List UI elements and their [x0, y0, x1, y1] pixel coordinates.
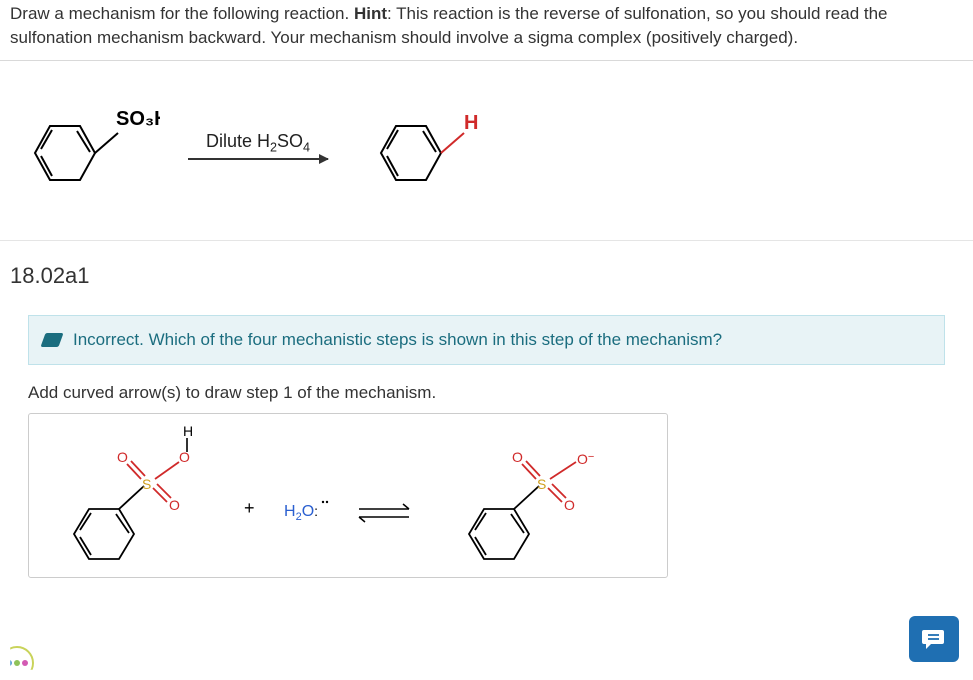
chat-icon	[921, 627, 947, 651]
reagent-label: Dilute H2SO4	[206, 131, 310, 155]
sulfur-atom-right: S	[537, 476, 546, 492]
oxo-left-2: O	[169, 497, 180, 513]
oh-oxygen: O	[179, 449, 190, 465]
question-id: 18.02a1	[0, 241, 973, 309]
eraser-icon	[40, 333, 63, 347]
plus-sign: +	[244, 498, 255, 518]
question-prompt: Draw a mechanism for the following react…	[0, 0, 973, 61]
product-h-label: H	[464, 112, 478, 134]
equilibrium-arrows	[359, 504, 409, 522]
so3h-label: SO₃H	[116, 108, 160, 130]
chat-button[interactable]	[909, 616, 959, 662]
oxo-left-1: O	[117, 449, 128, 465]
water-label: H2O:	[284, 503, 318, 523]
reaction-scheme: SO₃H Dilute H2SO4 H	[0, 61, 973, 241]
arrow-line	[188, 158, 328, 160]
hint-button[interactable]	[0, 646, 34, 680]
product-structure: H	[356, 85, 506, 205]
mechanism-svg[interactable]: S O O O H + H2O: S	[29, 414, 669, 579]
sulfur-atom-left: S	[142, 476, 151, 492]
dot-icon	[22, 660, 28, 666]
mechanism-canvas[interactable]: S O O O H + H2O: S	[28, 413, 668, 578]
prompt-pre: Draw a mechanism for the following react…	[10, 4, 354, 23]
feedback-text: Incorrect. Which of the four mechanistic…	[73, 330, 722, 350]
dot-icon	[6, 660, 12, 666]
feedback-banner: Incorrect. Which of the four mechanistic…	[28, 315, 945, 365]
oxo-right-2: O	[564, 497, 575, 513]
oxo-right-1: O	[512, 449, 523, 465]
prompt-hint-label: Hint	[354, 4, 387, 23]
reactant-structure: SO₃H	[10, 85, 160, 205]
dot-icon	[14, 660, 20, 666]
oh-h-label: H	[183, 423, 193, 439]
step-instruction: Add curved arrow(s) to draw step 1 of th…	[0, 383, 973, 413]
reaction-arrow: Dilute H2SO4	[188, 131, 328, 160]
o-minus-label: O−	[577, 451, 594, 467]
